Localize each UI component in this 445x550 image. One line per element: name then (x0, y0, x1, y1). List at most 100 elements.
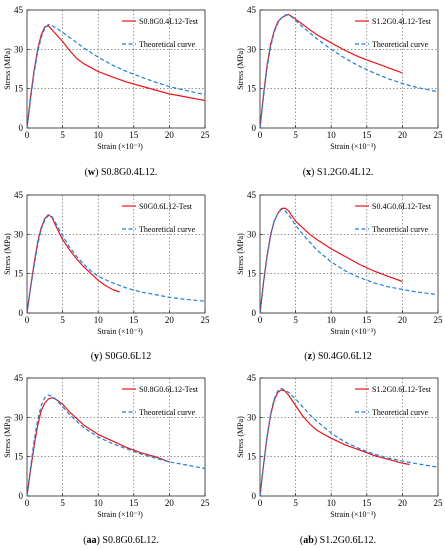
series-theory-line (259, 208, 439, 314)
y-tick-label: 0 (252, 491, 257, 501)
y-tick-label: 0 (19, 123, 24, 133)
y-axis-label: Stress (MPa) (236, 416, 245, 458)
x-tick-label: 25 (201, 315, 211, 325)
series-theory-line (26, 23, 206, 129)
caption-aa: (aa) S0.8G0.6L12. (83, 535, 159, 546)
y-tick-label: 0 (252, 123, 257, 133)
caption-text: S0.8G0.4L12. (101, 167, 158, 178)
caption-text: S1.2G0.6L12. (319, 535, 377, 546)
y-tick-label: 30 (247, 412, 257, 422)
series-theory-line (259, 387, 439, 497)
x-tick-label: 15 (129, 315, 139, 325)
y-axis-label: Stress (MPa) (3, 233, 12, 275)
y-tick-label: 30 (247, 229, 257, 239)
caption-id: z (307, 351, 313, 362)
plot-frame (259, 194, 439, 314)
x-tick-label: 10 (327, 498, 337, 508)
caption-id: y (94, 351, 100, 362)
caption-x: (x) S1.2G0.4L12. (302, 167, 374, 178)
caption-id: w (87, 167, 96, 178)
plot-frame (259, 9, 439, 129)
x-tick-label: 5 (293, 130, 298, 140)
caption-y: (y) S0G0.6L12 (90, 351, 152, 362)
x-tick-label: 15 (362, 315, 372, 325)
x-tick-label: 20 (398, 498, 408, 508)
series-test-line (26, 397, 170, 497)
x-tick-label: 5 (60, 498, 65, 508)
legend-label: S0.4G0.6L12-Test (372, 202, 432, 211)
y-tick-label: 30 (14, 412, 24, 422)
caption-text: S1.2G0.4L12. (316, 167, 374, 178)
x-tick-label: 25 (201, 498, 211, 508)
x-tick-label: 15 (129, 130, 139, 140)
x-axis-label: Strain (×10⁻³) (330, 327, 376, 336)
caption-ab: (ab) S1.2G0.6L12. (299, 535, 377, 546)
plot-frame (259, 377, 439, 497)
caption-text: S0.8G0.6L12. (102, 535, 159, 546)
chart-panel: 0 5 10 15 20 25 0 15 30 45 Strain (×10⁻³) Stress (M… (3, 5, 210, 151)
x-tick-label: 5 (293, 498, 298, 508)
series-test-line (259, 13, 403, 129)
legend-label: Theoretical curve (139, 408, 196, 417)
y-tick-label: 45 (14, 190, 24, 200)
y-tick-label: 45 (247, 5, 257, 15)
y-tick-label: 15 (247, 269, 257, 279)
series-theory-line (26, 394, 206, 497)
caption-w: (w) S0.8G0.4L12. (84, 167, 158, 178)
y-tick-label: 30 (247, 44, 257, 54)
x-tick-label: 0 (25, 498, 30, 508)
x-tick-label: 0 (25, 130, 30, 140)
y-tick-label: 15 (14, 452, 24, 462)
plot-frame (26, 9, 206, 129)
legend-label: S0.8G0.6L12-Test (139, 385, 199, 394)
series-test-line (26, 25, 206, 129)
y-tick-label: 30 (14, 229, 24, 239)
legend-label: S0G0.6L12-Test (139, 202, 193, 211)
y-tick-label: 15 (14, 84, 24, 94)
legend-label: Theoretical curve (139, 225, 196, 234)
plot-frame (26, 377, 206, 497)
y-axis-label: Stress (MPa) (3, 48, 12, 90)
x-tick-label: 25 (434, 498, 444, 508)
x-tick-label: 10 (327, 130, 337, 140)
chart-panel: 0 5 10 15 20 25 0 15 30 45 Strain (×10⁻³) Stress (M… (236, 190, 443, 336)
y-tick-label: 45 (14, 5, 24, 15)
plot-frame (26, 194, 206, 314)
legend-label: Theoretical curve (372, 225, 429, 234)
x-tick-label: 20 (398, 130, 408, 140)
y-tick-label: 0 (252, 308, 257, 318)
x-tick-label: 25 (434, 130, 444, 140)
caption-text: S0.4G0.6L12 (317, 351, 372, 362)
x-tick-label: 0 (258, 498, 263, 508)
caption-id: ab (303, 535, 314, 546)
x-tick-label: 20 (165, 315, 175, 325)
x-tick-label: 15 (129, 498, 139, 508)
x-tick-label: 20 (165, 498, 175, 508)
y-axis-label: Stress (MPa) (3, 416, 12, 458)
x-tick-label: 25 (201, 130, 211, 140)
x-axis-label: Strain (×10⁻³) (330, 510, 376, 519)
chart-panel: 0 5 10 15 20 25 0 15 30 45 Strain (×10⁻³) Stress (M… (236, 373, 443, 519)
x-tick-label: 20 (398, 315, 408, 325)
caption-id: x (306, 167, 312, 178)
chart-panel: 0 5 10 15 20 25 0 15 30 45 Strain (×10⁻³) Stress (M… (3, 190, 210, 336)
y-tick-label: 30 (14, 44, 24, 54)
x-tick-label: 5 (60, 130, 65, 140)
y-tick-label: 0 (19, 308, 24, 318)
x-tick-label: 15 (362, 130, 372, 140)
x-tick-label: 5 (293, 315, 298, 325)
legend-label: S1.2G0.6L12-Test (372, 385, 432, 394)
caption-text: S0G0.6L12 (104, 351, 152, 362)
series-theory-line (259, 13, 439, 129)
x-axis-label: Strain (×10⁻³) (330, 142, 376, 151)
x-axis-label: Strain (×10⁻³) (97, 510, 143, 519)
x-tick-label: 25 (434, 315, 444, 325)
series-theory-line (26, 214, 206, 314)
chart-panel: 0 5 10 15 20 25 0 15 30 45 Strain (×10⁻³) Stress (M… (3, 373, 210, 519)
x-axis-label: Strain (×10⁻³) (97, 327, 143, 336)
x-tick-label: 10 (94, 130, 104, 140)
x-tick-label: 10 (94, 498, 104, 508)
series-test-line (259, 389, 410, 497)
legend-label: Theoretical curve (372, 408, 429, 417)
